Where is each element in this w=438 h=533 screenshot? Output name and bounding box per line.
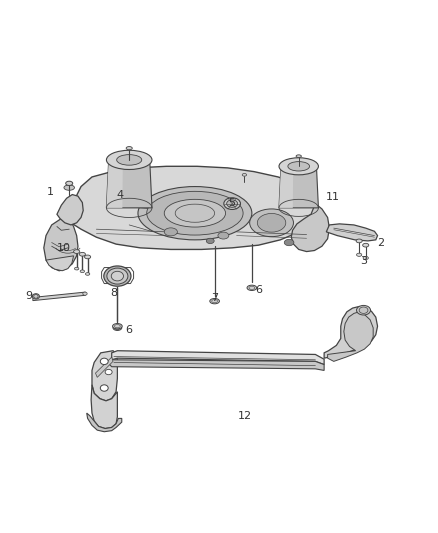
Text: 4: 4	[117, 190, 124, 199]
Text: 11: 11	[326, 192, 340, 202]
Ellipse shape	[111, 271, 124, 281]
Polygon shape	[326, 224, 378, 241]
Ellipse shape	[210, 298, 219, 304]
Polygon shape	[106, 160, 123, 208]
Ellipse shape	[218, 232, 229, 239]
Ellipse shape	[147, 191, 243, 235]
Ellipse shape	[79, 253, 85, 256]
Text: 5: 5	[229, 198, 236, 207]
Ellipse shape	[363, 256, 368, 260]
Polygon shape	[106, 160, 152, 208]
Ellipse shape	[113, 324, 122, 329]
Polygon shape	[91, 385, 117, 429]
Ellipse shape	[242, 173, 247, 176]
Text: 9: 9	[25, 291, 32, 301]
Text: 1: 1	[47, 187, 54, 197]
Ellipse shape	[250, 209, 293, 237]
Polygon shape	[279, 166, 318, 208]
Ellipse shape	[74, 249, 80, 253]
Ellipse shape	[138, 187, 252, 240]
Ellipse shape	[85, 255, 91, 259]
Ellipse shape	[284, 239, 294, 246]
Ellipse shape	[164, 228, 177, 236]
Ellipse shape	[66, 181, 73, 185]
Polygon shape	[68, 166, 315, 249]
Ellipse shape	[279, 158, 318, 175]
Ellipse shape	[363, 243, 369, 247]
Ellipse shape	[100, 358, 108, 365]
Ellipse shape	[126, 147, 132, 150]
Ellipse shape	[100, 385, 108, 391]
Ellipse shape	[288, 161, 310, 171]
Ellipse shape	[117, 155, 142, 165]
Text: 10: 10	[57, 243, 71, 253]
Ellipse shape	[104, 266, 131, 286]
Polygon shape	[33, 292, 85, 301]
Ellipse shape	[356, 239, 362, 243]
Ellipse shape	[257, 214, 286, 232]
Ellipse shape	[105, 369, 112, 375]
Ellipse shape	[206, 238, 214, 244]
Polygon shape	[291, 204, 329, 252]
Ellipse shape	[85, 273, 90, 275]
Text: 12: 12	[238, 411, 252, 421]
Polygon shape	[95, 357, 113, 377]
Text: 3: 3	[360, 256, 367, 266]
Ellipse shape	[357, 305, 371, 315]
Polygon shape	[87, 413, 122, 432]
Ellipse shape	[107, 268, 128, 284]
Ellipse shape	[227, 200, 237, 207]
Ellipse shape	[74, 268, 79, 270]
Polygon shape	[324, 306, 378, 358]
Ellipse shape	[64, 185, 74, 190]
Polygon shape	[92, 351, 117, 401]
Ellipse shape	[357, 253, 362, 256]
Polygon shape	[112, 351, 324, 365]
Polygon shape	[44, 216, 78, 271]
Ellipse shape	[106, 150, 152, 169]
Ellipse shape	[83, 292, 87, 295]
Polygon shape	[57, 195, 83, 225]
Polygon shape	[109, 360, 324, 370]
Polygon shape	[46, 256, 74, 271]
Text: 7: 7	[211, 294, 218, 303]
Text: 8: 8	[110, 288, 117, 298]
Ellipse shape	[247, 285, 257, 290]
Ellipse shape	[164, 199, 226, 227]
Text: 6: 6	[126, 326, 133, 335]
Ellipse shape	[224, 198, 240, 209]
Text: 2: 2	[378, 238, 385, 247]
Polygon shape	[279, 166, 293, 208]
Polygon shape	[328, 312, 373, 361]
Text: 6: 6	[255, 286, 262, 295]
Ellipse shape	[296, 155, 301, 158]
Ellipse shape	[32, 294, 39, 299]
Ellipse shape	[113, 325, 122, 330]
Ellipse shape	[80, 270, 85, 273]
